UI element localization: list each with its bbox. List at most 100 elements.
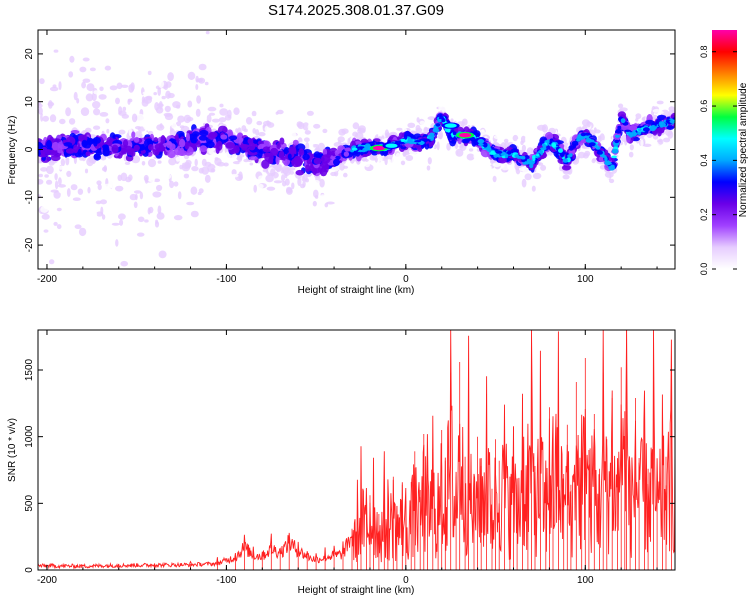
spectrogram-y-tick-label: 10 [24, 96, 35, 108]
spectrogram-noise-blob [53, 221, 58, 226]
spectrogram-ridge-blob [199, 129, 209, 137]
spectrogram-noise-blob [450, 118, 454, 123]
spectrogram-ridge-blob [454, 126, 464, 134]
spectrogram-noise-blob [49, 86, 59, 92]
spectrogram-noise-blob [141, 99, 149, 107]
spectrogram-noise-blob [258, 175, 265, 181]
spectrogram-core-blob [414, 140, 421, 143]
spectrogram-noise-blob [233, 107, 240, 115]
spectrogram-noise-blob [227, 109, 232, 119]
spectrogram-x-tick-label: -100 [216, 274, 236, 285]
spectrogram-noise-blob [481, 129, 485, 133]
spectrogram-noise-blob [128, 84, 135, 93]
spectrogram-noise-blob [312, 200, 317, 207]
spectrogram-noise-blob [211, 118, 220, 123]
spectrogram-noise-blob [118, 213, 126, 220]
snr-marks [38, 330, 675, 570]
spectrogram-noise-blob [218, 117, 227, 123]
colorbar-tick-label: 0.8 [699, 45, 709, 58]
spectrogram-noise-blob [177, 115, 185, 123]
spectrogram-ridge-blob [239, 144, 250, 149]
spectrogram-ridge-blob [199, 145, 208, 153]
spectrogram-noise-blob [203, 116, 207, 121]
spectrogram-noise-blob [153, 178, 161, 183]
spectrogram-noise-blob [306, 110, 314, 116]
spectrogram-noise-blob [38, 103, 43, 109]
spectrogram-noise-blob [245, 117, 253, 125]
figure-title: S174.2025.308.01.37.G09 [268, 2, 444, 19]
spectrogram-ridge-blob [85, 151, 91, 157]
colorbar-tick-label: 0.2 [699, 208, 709, 221]
spectrogram-core-blob [452, 131, 457, 136]
spectrogram-noise-blob [187, 100, 193, 108]
spectrogram-noise-blob [153, 92, 157, 96]
spectrogram-noise-blob [74, 224, 82, 229]
spectrogram-ridge-blob [157, 146, 165, 152]
spectrogram-noise-blob [520, 140, 524, 145]
colorbar-tick-label: 0.0 [699, 263, 709, 276]
spectrogram-core-blob [532, 157, 536, 161]
spectrogram-ridge-blob [131, 131, 136, 139]
spectrogram-noise-blob [136, 113, 145, 123]
spectrogram-noise-blob [415, 124, 421, 131]
spectrogram-noise-blob [89, 67, 96, 72]
spectrogram-y-tick-label: 20 [24, 48, 35, 60]
snr-x-tick-label: 0 [403, 575, 409, 586]
spectrogram-noise-blob [68, 118, 76, 125]
spectrogram-noise-blob [179, 125, 185, 129]
spectrogram-core-blob [401, 138, 406, 142]
spectrogram-noise-blob [540, 164, 547, 171]
spectrogram-y-label: Frequency (Hz) [7, 116, 18, 185]
spectrogram-ridge-blob [233, 145, 240, 154]
spectrogram-noise-blob [289, 132, 297, 140]
snr-y-tick-label: 0 [24, 567, 35, 573]
spectrogram-noise-blob [210, 168, 216, 173]
spectrogram-noise-blob [105, 234, 113, 239]
spectrogram-core-blob [538, 150, 544, 154]
spectrogram-noise-blob [593, 127, 597, 133]
spectrogram-noise-blob [658, 138, 664, 145]
spectrogram-noise-blob [396, 127, 403, 131]
spectrogram-noise-blob [291, 182, 295, 190]
spectrogram-noise-blob [473, 153, 479, 160]
spectrogram-noise-blob [307, 122, 316, 132]
spectrogram-noise-blob [92, 211, 98, 217]
spectrogram-noise-blob [99, 112, 109, 117]
spectrogram-noise-blob [156, 212, 165, 220]
spectrogram-ridge-blob [524, 155, 530, 160]
spectrogram-noise-blob [86, 157, 94, 167]
spectrogram-noise-blob [198, 63, 207, 71]
spectrogram-noise-blob [187, 71, 196, 80]
spectrogram-noise-blob [179, 158, 187, 163]
spectrogram-core-blob [514, 154, 519, 158]
spectrogram-noise-blob [537, 162, 544, 166]
spectrogram-core-blob [490, 150, 495, 155]
spectrogram-noise-blob [157, 160, 162, 164]
spectrogram-noise-blob [121, 84, 129, 89]
spectrogram-noise-blob [334, 170, 339, 177]
spectrogram-noise-blob [337, 136, 345, 143]
spectrogram-noise-blob [115, 239, 119, 247]
spectrogram-noise-blob [282, 167, 291, 176]
spectrogram-noise-blob [40, 206, 49, 213]
spectrogram-noise-blob [501, 164, 510, 171]
spectrogram-core-blob [595, 146, 601, 150]
spectrogram-ridge-blob [319, 167, 328, 177]
spectrogram-noise-blob [258, 183, 264, 189]
spectrogram-noise-blob [309, 136, 316, 142]
spectrogram-ridge-blob [302, 153, 310, 161]
spectrogram-core-blob [351, 147, 358, 151]
spectrogram-ridge-blob [193, 133, 198, 139]
spectrogram-ridge-blob [344, 147, 352, 152]
spectrogram-noise-blob [53, 49, 59, 53]
spectrogram-ridge-blob [74, 152, 84, 158]
spectrogram-ridge-blob [198, 135, 208, 141]
spectrogram-x-tick-label: 0 [403, 274, 409, 285]
spectrogram-noise-blob [46, 165, 54, 175]
spectrogram-ridge-blob [279, 137, 285, 145]
spectrogram-noise-blob [208, 112, 216, 116]
spectrogram-noise-blob [242, 176, 247, 185]
spectrogram-noise-blob [197, 42, 201, 46]
spectrogram-core-blob [504, 153, 509, 159]
